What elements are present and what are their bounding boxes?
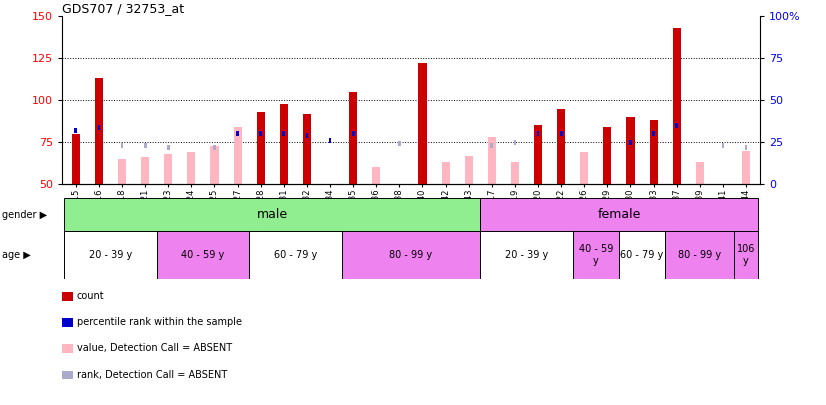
Bar bbox=[249, 231, 342, 279]
Bar bbox=[491, 143, 493, 148]
Text: 20 - 39 y: 20 - 39 y bbox=[89, 250, 132, 260]
Text: gender ▶: gender ▶ bbox=[2, 210, 48, 220]
Bar bbox=[280, 104, 288, 184]
Text: 60 - 79 y: 60 - 79 y bbox=[620, 250, 663, 260]
Bar bbox=[603, 127, 611, 184]
Text: 20 - 39 y: 20 - 39 y bbox=[505, 250, 548, 260]
Bar bbox=[514, 140, 516, 145]
Bar bbox=[282, 131, 285, 136]
Bar bbox=[672, 28, 681, 184]
Bar bbox=[141, 158, 150, 184]
Bar bbox=[745, 145, 748, 150]
Bar bbox=[557, 109, 565, 184]
Bar bbox=[144, 143, 146, 148]
Bar bbox=[352, 131, 354, 136]
Bar bbox=[734, 231, 757, 279]
Bar bbox=[157, 231, 249, 279]
Bar bbox=[465, 156, 472, 184]
Bar bbox=[95, 79, 103, 184]
Bar bbox=[537, 131, 539, 136]
Bar bbox=[234, 127, 242, 184]
Bar bbox=[742, 151, 750, 184]
Bar bbox=[398, 141, 401, 147]
Bar bbox=[695, 162, 704, 184]
Bar bbox=[665, 231, 734, 279]
Bar bbox=[537, 143, 539, 148]
Bar bbox=[676, 123, 678, 128]
Bar bbox=[342, 231, 480, 279]
Text: 60 - 79 y: 60 - 79 y bbox=[273, 250, 317, 260]
Bar bbox=[213, 145, 216, 150]
Bar bbox=[188, 152, 196, 184]
Bar bbox=[653, 131, 655, 136]
Bar bbox=[619, 231, 665, 279]
Bar bbox=[560, 131, 563, 136]
Bar bbox=[257, 112, 265, 184]
Text: value, Detection Call = ABSENT: value, Detection Call = ABSENT bbox=[77, 343, 232, 353]
Bar bbox=[164, 154, 173, 184]
Bar bbox=[303, 114, 311, 184]
Bar bbox=[118, 159, 126, 184]
Bar bbox=[64, 198, 480, 231]
Text: rank, Detection Call = ABSENT: rank, Detection Call = ABSENT bbox=[77, 370, 227, 379]
Text: 106
y: 106 y bbox=[737, 244, 755, 266]
Bar bbox=[722, 143, 724, 148]
Bar bbox=[167, 145, 169, 150]
Bar bbox=[580, 152, 588, 184]
Bar bbox=[306, 133, 308, 138]
Bar bbox=[629, 140, 632, 145]
Bar bbox=[236, 131, 239, 136]
Bar bbox=[419, 63, 426, 184]
Text: count: count bbox=[77, 291, 104, 301]
Bar bbox=[488, 137, 496, 184]
Text: percentile rank within the sample: percentile rank within the sample bbox=[77, 317, 242, 327]
Bar bbox=[373, 168, 380, 184]
Bar bbox=[72, 134, 80, 184]
Bar bbox=[211, 146, 219, 184]
Text: female: female bbox=[597, 208, 641, 221]
Bar bbox=[259, 131, 262, 136]
Text: 80 - 99 y: 80 - 99 y bbox=[678, 250, 721, 260]
Bar bbox=[511, 162, 519, 184]
Bar bbox=[442, 162, 449, 184]
Text: male: male bbox=[257, 208, 287, 221]
Text: 40 - 59
y: 40 - 59 y bbox=[579, 244, 613, 266]
Bar bbox=[349, 92, 357, 184]
Text: age ▶: age ▶ bbox=[2, 250, 31, 260]
Bar bbox=[329, 138, 331, 143]
Bar bbox=[97, 125, 100, 130]
Bar bbox=[121, 143, 123, 148]
Bar bbox=[626, 117, 634, 184]
Bar bbox=[421, 145, 424, 150]
Bar bbox=[534, 126, 542, 184]
Bar bbox=[480, 231, 572, 279]
Bar bbox=[64, 231, 157, 279]
Text: 80 - 99 y: 80 - 99 y bbox=[389, 250, 433, 260]
Bar bbox=[572, 231, 619, 279]
Text: GDS707 / 32753_at: GDS707 / 32753_at bbox=[62, 2, 184, 15]
Bar bbox=[74, 128, 77, 133]
Bar bbox=[329, 138, 331, 143]
Bar bbox=[480, 198, 757, 231]
Bar bbox=[649, 120, 657, 184]
Text: 40 - 59 y: 40 - 59 y bbox=[181, 250, 225, 260]
